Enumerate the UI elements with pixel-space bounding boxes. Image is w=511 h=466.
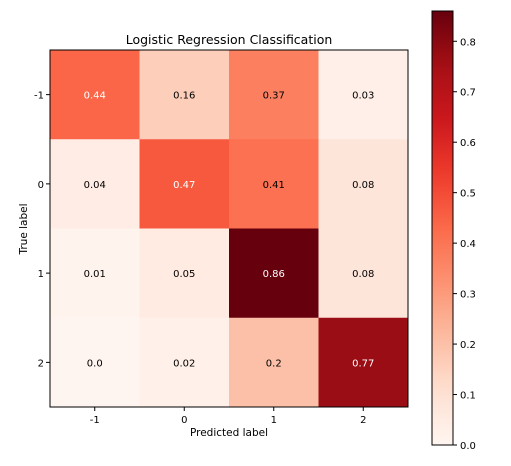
heatmap-cell <box>50 228 140 319</box>
colorbar-tick-label: 0.0 <box>460 441 476 452</box>
heatmap-cell <box>229 228 319 319</box>
heatmap-cell <box>229 50 319 140</box>
heatmap-cell <box>139 228 230 319</box>
colorbar-tick-label: 0.6 <box>460 138 476 149</box>
colorbar-ticks: 0.0 0.1 0.2 0.3 0.4 0.5 0.6 0.7 0.8 <box>453 37 476 452</box>
cell-value-label: 0.16 <box>173 91 195 102</box>
colorbar-tick-label: 0.2 <box>460 340 476 351</box>
cell-value-label: 0.44 <box>84 91 106 102</box>
colorbar-tick-label: 0.4 <box>460 239 476 250</box>
x-axis-ticks: -1 0 1 2 <box>90 407 366 426</box>
colorbar-tick-label: 0.1 <box>460 391 476 402</box>
x-tick-label: 0 <box>181 415 187 426</box>
cell-value-label: 0.0 <box>87 358 103 369</box>
plot-frame <box>49 49 409 408</box>
colorbar-tick-label: 0.8 <box>460 37 476 48</box>
x-tick-label: -1 <box>90 415 100 426</box>
heatmap-cell <box>229 139 319 229</box>
heatmap-cell <box>139 50 230 140</box>
cell-value-label: 0.47 <box>173 180 195 191</box>
colorbar <box>431 10 454 446</box>
x-axis-label: Predicted label <box>190 427 268 439</box>
cell-value-label: 0.86 <box>263 269 285 280</box>
y-tick-label: 1 <box>38 269 44 280</box>
y-tick-label: 0 <box>38 180 44 191</box>
cell-value-label: 0.2 <box>266 358 282 369</box>
heatmap-cell <box>139 139 230 229</box>
cell-value-labels: 0.44 0.16 0.37 0.03 0.04 0.47 0.41 0.08 0.01 0.05… <box>84 91 375 370</box>
y-axis-ticks: -1 0 1 2 <box>34 91 50 369</box>
heatmap-cell <box>318 228 409 319</box>
x-tick-label: 1 <box>271 415 277 426</box>
cell-value-label: 0.08 <box>352 269 374 280</box>
cell-value-label: 0.77 <box>352 358 374 369</box>
cell-value-label: 0.03 <box>352 91 374 102</box>
y-tick-label: 2 <box>38 358 44 369</box>
y-axis-label: True label <box>18 203 30 255</box>
heatmap-cell <box>318 317 409 408</box>
cell-value-label: 0.01 <box>84 269 106 280</box>
heatmap-cells <box>50 50 409 408</box>
heatmap-cell <box>139 317 230 408</box>
heatmap-cell <box>229 317 319 408</box>
cell-value-label: 0.37 <box>263 91 285 102</box>
cell-value-label: 0.08 <box>352 180 374 191</box>
heatmap-cell <box>50 139 140 229</box>
colorbar-tick-label: 0.5 <box>460 189 476 200</box>
cell-value-label: 0.04 <box>84 180 106 191</box>
cell-value-label: 0.02 <box>173 358 195 369</box>
x-tick-label: 2 <box>360 415 366 426</box>
cell-value-label: 0.05 <box>173 269 195 280</box>
heatmap-cell <box>318 50 409 140</box>
colorbar-tick-label: 0.3 <box>460 290 476 301</box>
chart-title: Logistic Regression Classification <box>126 32 333 47</box>
heatmap-cell <box>50 50 140 140</box>
heatmap-cell <box>50 317 140 408</box>
heatmap-cell <box>318 139 409 229</box>
y-tick-label: -1 <box>34 91 44 102</box>
colorbar-tick-label: 0.7 <box>460 88 476 99</box>
cell-value-label: 0.41 <box>263 180 285 191</box>
